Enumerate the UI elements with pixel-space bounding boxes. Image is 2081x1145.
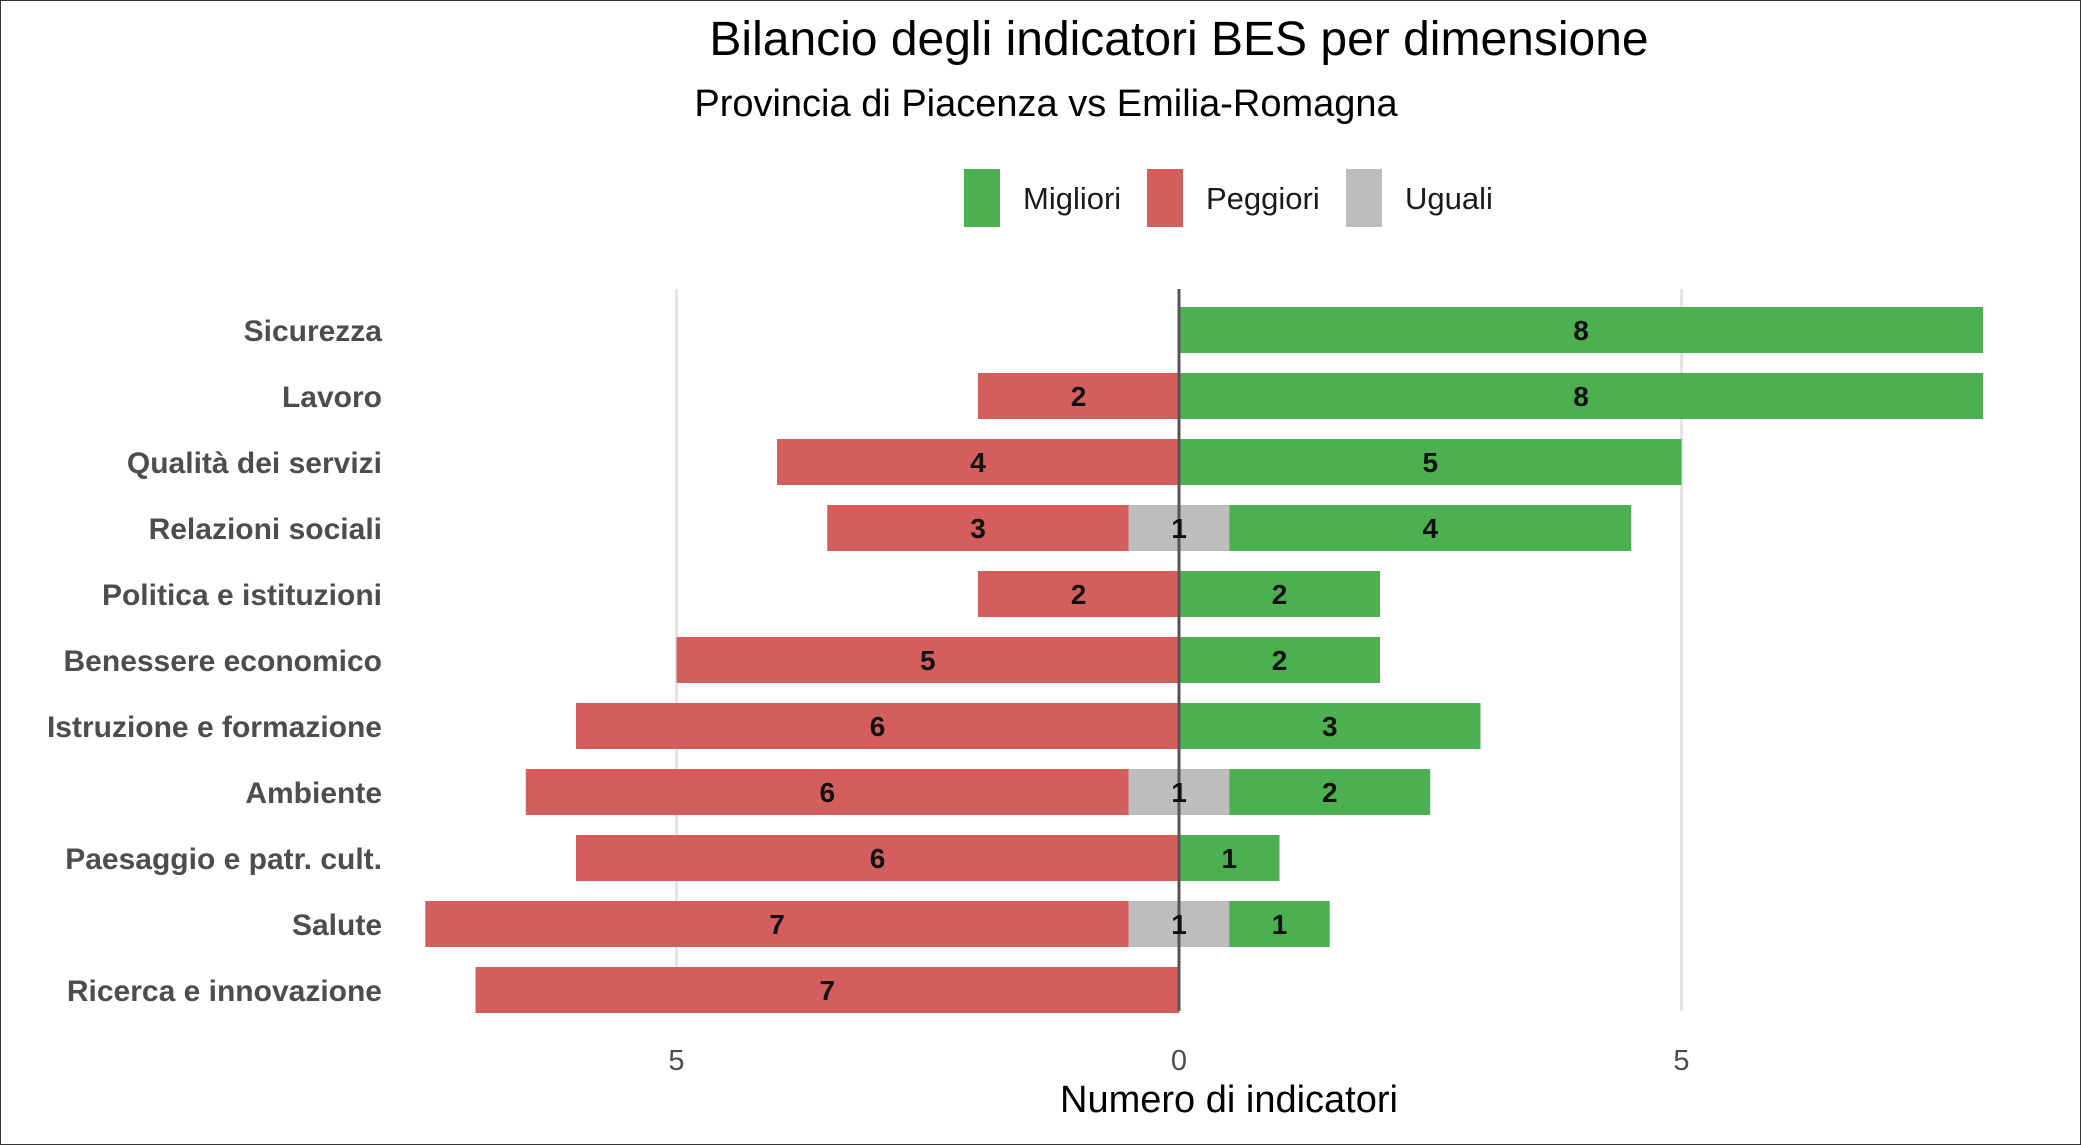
bar-migliori-qualita-dei-servizi <box>1179 439 1682 485</box>
chart-subtitle: Provincia di Piacenza vs Emilia-Romagna <box>694 83 1398 125</box>
bar-migliori-paesaggio-e-patr-cult <box>1179 835 1280 881</box>
bar-label-peggiori-lavoro: 2 <box>1071 381 1087 412</box>
bar-label-migliori-istruzione-e-formazione: 3 <box>1322 711 1338 742</box>
bar-label-migliori-benessere-economico: 2 <box>1272 645 1288 676</box>
bar-label-peggiori-istruzione-e-formazione: 6 <box>870 711 886 742</box>
chart-title: Bilancio degli indicatori BES per dimens… <box>709 13 1648 66</box>
x-tick-label-0: 0 <box>1171 1045 1187 1077</box>
legend-swatch-migliori <box>964 169 1000 227</box>
bar-peggiori-salute <box>425 901 1129 947</box>
bar-peggiori-ambiente <box>525 769 1129 815</box>
bar-peggiori-politica-e-istituzioni <box>978 571 1179 617</box>
bar-label-peggiori-politica-e-istituzioni: 2 <box>1071 579 1087 610</box>
bar-label-migliori-salute: 1 <box>1272 909 1288 940</box>
bar-label-peggiori-qualita-dei-servizi: 4 <box>970 447 986 478</box>
category-label-ambiente: Ambiente <box>245 777 382 810</box>
category-label-politica-e-istituzioni: Politica e istituzioni <box>102 579 382 612</box>
bar-migliori-relazioni-sociali <box>1229 505 1632 551</box>
legend-swatch-uguali <box>1346 169 1382 227</box>
category-label-ricerca-e-innovazione: Ricerca e innovazione <box>67 975 382 1008</box>
category-label-lavoro: Lavoro <box>282 381 382 414</box>
category-label-salute: Salute <box>292 909 382 942</box>
bar-migliori-ambiente <box>1229 769 1431 815</box>
bar-peggiori-benessere-economico <box>676 637 1179 683</box>
bar-peggiori-relazioni-sociali <box>827 505 1129 551</box>
bar-peggiori-paesaggio-e-patr-cult <box>576 835 1179 881</box>
bar-label-migliori-qualita-dei-servizi: 5 <box>1422 447 1438 478</box>
category-label-relazioni-sociali: Relazioni sociali <box>149 513 382 546</box>
legend-label-migliori: Migliori <box>1023 181 1121 216</box>
bar-peggiori-qualita-dei-servizi <box>777 439 1179 485</box>
bar-label-migliori-politica-e-istituzioni: 2 <box>1272 579 1288 610</box>
bar-label-peggiori-ambiente: 6 <box>819 777 835 808</box>
bar-migliori-salute <box>1229 901 1330 947</box>
category-label-istruzione-e-formazione: Istruzione e formazione <box>47 711 382 744</box>
category-label-qualita-dei-servizi: Qualità dei servizi <box>127 447 382 480</box>
legend: Migliori Peggiori Uguali <box>964 169 1493 227</box>
bar-label-peggiori-benessere-economico: 5 <box>920 645 936 676</box>
bar-peggiori-ricerca-e-innovazione <box>475 967 1179 1013</box>
legend-swatch-peggiori <box>1147 169 1183 227</box>
bar-label-peggiori-relazioni-sociali: 3 <box>970 513 986 544</box>
x-tick-label-5: 5 <box>1673 1045 1689 1077</box>
x-axis-ticks: 5 0 5 <box>668 1045 1689 1077</box>
category-label-sicurezza: Sicurezza <box>244 315 383 348</box>
bar-migliori-lavoro <box>1179 373 1983 419</box>
x-tick-label-neg5: 5 <box>668 1045 684 1077</box>
category-labels: Sicurezza Lavoro Qualità dei servizi Relazi… <box>47 315 382 1008</box>
bar-labels: 8 2 8 4 5 3 1 4 2 2 5 2 6 3 6 1 2 6 1 7 1 1 7 <box>769 315 1589 1006</box>
bar-label-peggiori-salute: 7 <box>769 909 785 940</box>
bar-migliori-benessere-economico <box>1179 637 1380 683</box>
bar-peggiori-lavoro <box>978 373 1179 419</box>
bar-label-uguali-relazioni-sociali: 1 <box>1171 513 1187 544</box>
category-label-paesaggio-e-patr-cult: Paesaggio e patr. cult. <box>65 843 382 876</box>
legend-label-peggiori: Peggiori <box>1206 181 1320 216</box>
bar-label-migliori-relazioni-sociali: 4 <box>1422 513 1438 544</box>
bar-label-migliori-lavoro: 8 <box>1573 381 1589 412</box>
bar-label-migliori-sicurezza: 8 <box>1573 315 1589 346</box>
bar-label-peggiori-ricerca-e-innovazione: 7 <box>819 975 835 1006</box>
bars <box>425 307 1983 1013</box>
category-label-benessere-economico: Benessere economico <box>64 645 382 678</box>
bar-migliori-sicurezza <box>1179 307 1983 353</box>
bar-label-uguali-ambiente: 1 <box>1171 777 1187 808</box>
bar-label-migliori-ambiente: 2 <box>1322 777 1338 808</box>
bar-label-peggiori-paesaggio-e-patr-cult: 6 <box>870 843 886 874</box>
legend-label-uguali: Uguali <box>1405 181 1493 216</box>
bar-migliori-istruzione-e-formazione <box>1179 703 1481 749</box>
bar-peggiori-istruzione-e-formazione <box>576 703 1179 749</box>
bar-label-migliori-paesaggio-e-patr-cult: 1 <box>1221 843 1237 874</box>
bar-label-uguali-salute: 1 <box>1171 909 1187 940</box>
bar-migliori-politica-e-istituzioni <box>1179 571 1380 617</box>
x-axis-title: Numero di indicatori <box>1060 1079 1398 1121</box>
